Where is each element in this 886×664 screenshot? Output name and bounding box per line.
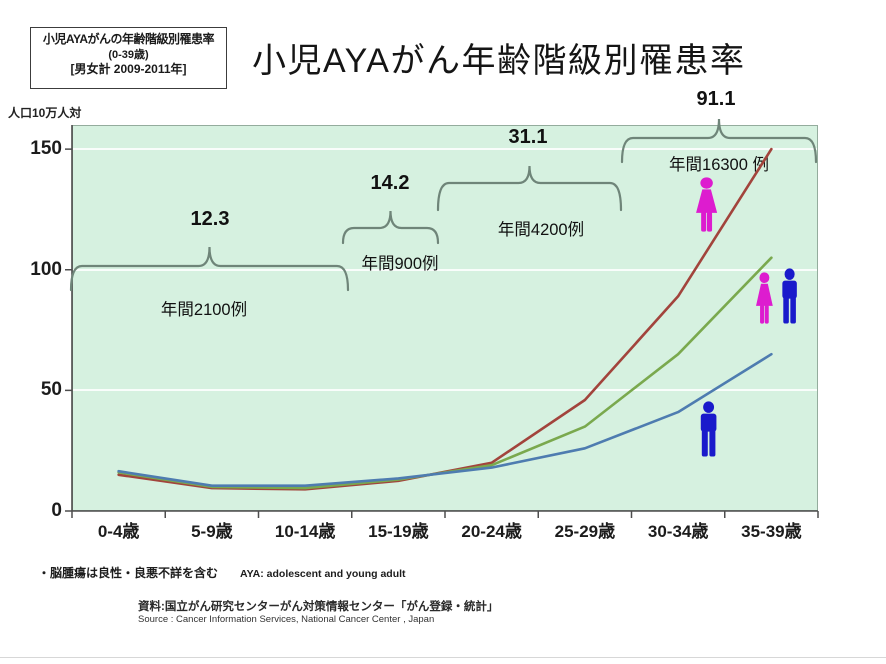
info-box-line2: (0-39歳)	[108, 48, 149, 61]
y-tick-label: 150	[30, 138, 62, 160]
male-line	[117, 352, 773, 487]
female-figure-icon	[756, 272, 773, 324]
x-category-label: 5-9歳	[191, 522, 233, 541]
total-line	[117, 256, 773, 490]
x-category-label: 15-19歳	[368, 522, 429, 541]
brace-shapes	[69, 118, 818, 292]
gridline	[73, 148, 817, 151]
brain-tumor-note: ・脳腫瘍は良性・良悪不詳を含む	[38, 566, 219, 580]
x-category-label: 35-39歳	[741, 522, 802, 541]
x-category-label: 0-4歳	[97, 522, 140, 541]
y-tick-label: 100	[30, 258, 62, 280]
gender-icons	[696, 177, 797, 457]
incidence-rate-label: 91.1	[696, 88, 736, 110]
aya-definition: AYA: adolescent and young adult	[240, 568, 406, 580]
source-japanese: 資料:国立がん研究センターがん対策情報センター「がん登録・統計」	[138, 601, 499, 613]
y-axis-unit-label: 人口10万人対	[8, 106, 82, 120]
source-english: Source : Cancer Information Services, Na…	[138, 614, 435, 625]
plot-area	[72, 125, 818, 511]
annual-cases-label: 年間4200例	[497, 221, 585, 239]
age-span-brace	[436, 165, 623, 212]
footnote-row: ・脳腫瘍は良性・良悪不詳を含む AYA: adolescent and young…	[38, 564, 406, 581]
x-category-label: 20-24歳	[461, 522, 522, 541]
age-span-brace	[69, 246, 350, 292]
y-tick-label: 0	[51, 500, 62, 521]
female-line	[117, 147, 773, 491]
slide-bottom-edge	[0, 657, 886, 658]
page-title: 小児AYAがん年齢階級別罹患率	[252, 42, 746, 80]
x-category-label: 25-29歳	[554, 522, 616, 541]
annual-cases-label: 年間16300 例	[669, 156, 769, 174]
male-figure-icon	[782, 268, 797, 324]
female-figure-icon	[696, 177, 718, 232]
info-box-line1: 小児AYAがんの年齢階級別罹患率	[42, 32, 215, 46]
annual-cases-label: 年間900例	[361, 255, 439, 273]
info-box: 小児AYAがんの年齢階級別罹患率 (0-39歳) [男女計 2009-2011年…	[30, 27, 227, 89]
axes	[65, 125, 819, 518]
info-box-line3: [男女計 2009-2011年]	[70, 61, 187, 76]
gridline	[73, 268, 817, 271]
x-category-label: 30-34歳	[647, 522, 709, 541]
age-span-brace	[620, 118, 818, 164]
x-category-label: 10-14歳	[274, 522, 336, 541]
age-span-brace	[341, 210, 440, 245]
incidence-rate-label: 12.3	[190, 208, 230, 230]
gridline	[73, 389, 817, 392]
male-figure-icon	[700, 401, 717, 457]
incidence-rate-label: 14.2	[370, 172, 410, 194]
annual-cases-label: 年間2100例	[160, 301, 248, 319]
series-lines	[117, 147, 773, 491]
incidence-rate-label: 31.1	[508, 126, 548, 148]
y-tick-label: 50	[40, 379, 62, 401]
